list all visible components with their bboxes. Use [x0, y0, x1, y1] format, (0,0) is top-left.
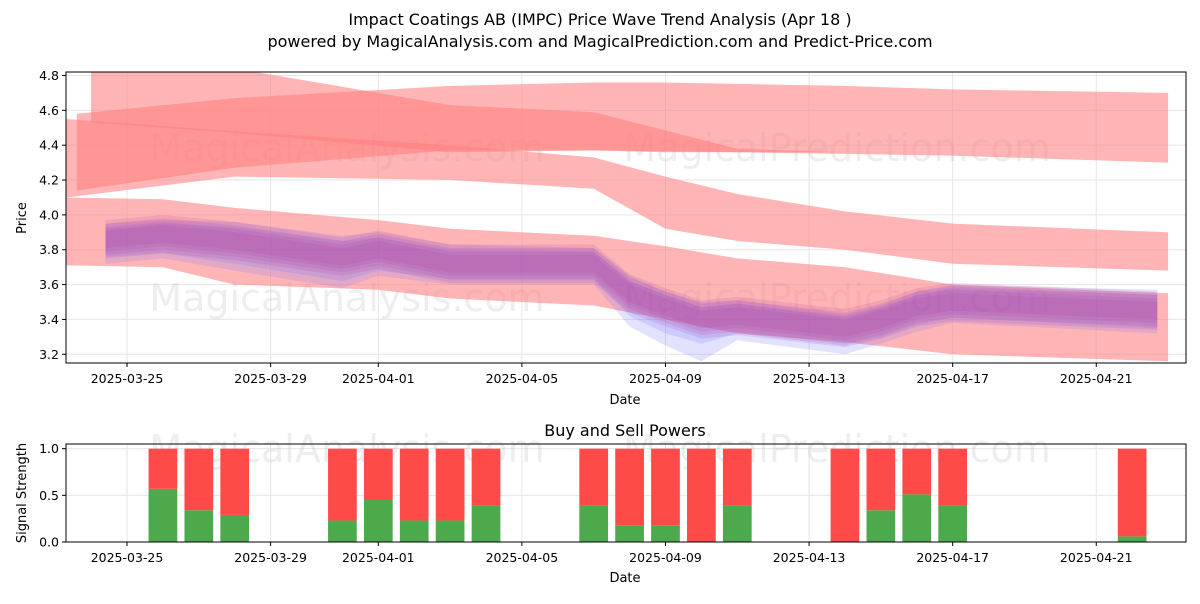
sell-bar-6 — [435, 448, 465, 521]
signal-x-axis: 2025-03-25 2025-03-29 2025-04-01 2025-04-05… — [91, 542, 1133, 565]
price-y-tick-label-8: 4.8 — [39, 68, 59, 83]
buy-bar-7 — [471, 505, 501, 542]
buy-bar-9 — [615, 525, 644, 542]
sell-bar-5 — [399, 448, 429, 521]
buy-bar-2 — [220, 514, 250, 542]
sell-bar-14 — [866, 448, 896, 511]
sell-bar-10 — [651, 448, 680, 526]
buy-bar-1 — [184, 510, 214, 542]
buy-bar-12 — [722, 505, 752, 542]
buy-bar-15 — [902, 494, 932, 542]
sell-bar-11 — [687, 448, 716, 542]
price-x-tick-label-2: 2025-04-01 — [342, 371, 415, 386]
price-x-tick-label-4: 2025-04-09 — [629, 371, 702, 386]
red-band-1 — [76, 82, 1169, 191]
sell-bar-12 — [722, 448, 752, 506]
price-y-tick-label-6: 4.4 — [39, 138, 59, 153]
sell-bar-1 — [184, 448, 214, 511]
price-plot-frame — [65, 71, 1187, 364]
signal-x-tick-label-5: 2025-04-13 — [773, 550, 846, 565]
blue-band-1 — [105, 223, 1158, 346]
purple-trend-bands — [105, 214, 1158, 348]
signal-x-label: Date — [609, 571, 640, 586]
price-y-tick-label-1: 3.4 — [39, 312, 59, 327]
buy-bar-17 — [1117, 536, 1147, 542]
price-y-tick-label-5: 4.2 — [39, 173, 59, 188]
price-y-tick-label-7: 4.6 — [39, 103, 59, 118]
price-x-tick-label-0: 2025-03-25 — [91, 371, 164, 386]
buy-bar-10 — [651, 525, 680, 542]
purple-band-1 — [105, 218, 1158, 344]
price-x-tick-label-7: 2025-04-21 — [1060, 371, 1133, 386]
buy-bar-16 — [938, 505, 968, 542]
purple-band-0 — [105, 214, 1158, 348]
sell-bar-2 — [220, 448, 250, 515]
sell-bar-7 — [471, 448, 501, 506]
sell-bar-4 — [363, 448, 393, 500]
chart-title: Impact Coatings AB (IMPC) Price Wave Tre… — [348, 10, 851, 29]
buy-bar-6 — [435, 520, 465, 542]
signal-x-tick-label-4: 2025-04-09 — [629, 550, 702, 565]
sell-bar-13 — [830, 448, 860, 542]
sell-bar-3 — [328, 448, 357, 521]
buy-bar-4 — [363, 500, 393, 542]
buy-bar-0 — [148, 488, 178, 542]
signal-y-axis: 0.0 0.5 1.0 — [39, 441, 66, 550]
blue-band-0 — [105, 220, 1158, 362]
signal-x-tick-label-6: 2025-04-17 — [916, 550, 989, 565]
buy-bar-8 — [579, 505, 609, 542]
price-y-tick-label-2: 3.6 — [39, 277, 59, 292]
signal-x-tick-label-7: 2025-04-21 — [1060, 550, 1133, 565]
sell-bar-16 — [938, 448, 968, 506]
signal-x-tick-label-0: 2025-03-25 — [91, 550, 164, 565]
signal-bars — [148, 448, 1147, 542]
signal-panel: Buy and Sell Powers MagicalAnalysis.com … — [15, 421, 1187, 586]
signal-y-tick-label-1: 0.5 — [39, 488, 59, 503]
red-band-3 — [66, 197, 1169, 362]
chart-subtitle: powered by MagicalAnalysis.com and Magic… — [267, 32, 932, 51]
price-y-tick-label-4: 4.0 — [39, 207, 59, 222]
sell-bar-0 — [148, 448, 178, 489]
purple-band-3 — [105, 225, 1158, 337]
purple-band-2 — [105, 221, 1158, 341]
signal-x-tick-label-1: 2025-03-29 — [234, 550, 307, 565]
price-x-tick-label-1: 2025-03-29 — [234, 371, 307, 386]
buy-bar-14 — [866, 510, 896, 542]
price-y-axis: 3.2 3.4 3.6 3.8 4.0 4.2 4.4 4.6 4.8 — [39, 68, 66, 362]
sell-bar-17 — [1117, 448, 1147, 537]
signal-y-tick-label-0: 0.0 — [39, 535, 59, 550]
sell-bar-8 — [579, 448, 609, 506]
red-band-2 — [66, 119, 1169, 271]
blue-trend-bands — [105, 220, 1158, 362]
price-x-tick-label-5: 2025-04-13 — [773, 371, 846, 386]
price-y-label: Price — [15, 202, 30, 234]
price-x-tick-label-3: 2025-04-05 — [486, 371, 559, 386]
signal-x-tick-label-2: 2025-04-01 — [342, 550, 415, 565]
buy-bar-3 — [328, 520, 357, 542]
price-y-tick-label-0: 3.2 — [39, 347, 59, 362]
red-trend-bands — [66, 72, 1169, 362]
buy-bar-5 — [399, 520, 429, 542]
price-x-tick-label-6: 2025-04-17 — [916, 371, 989, 386]
price-y-tick-label-3: 3.8 — [39, 242, 59, 257]
price-x-axis: 2025-03-25 2025-03-29 2025-04-01 2025-04-05… — [91, 363, 1133, 386]
sell-bar-15 — [902, 448, 932, 495]
signal-y-tick-label-2: 1.0 — [39, 441, 59, 456]
signal-plot-frame — [65, 443, 1187, 543]
sell-bar-9 — [615, 448, 644, 526]
signal-title: Buy and Sell Powers — [544, 421, 706, 440]
price-x-label: Date — [609, 393, 640, 408]
signal-y-label: Signal Strength — [15, 443, 30, 543]
price-panel: MagicalAnalysis.com MagicalPrediction.co… — [15, 68, 1187, 408]
signal-x-tick-label-3: 2025-04-05 — [486, 550, 559, 565]
